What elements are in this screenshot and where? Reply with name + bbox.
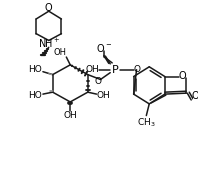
Text: CH$_3$: CH$_3$ [137,116,156,129]
Text: OH: OH [86,65,100,74]
Text: NH$^+$: NH$^+$ [37,37,60,50]
Text: O: O [94,77,101,86]
Text: O: O [133,65,140,74]
Text: P: P [112,65,118,75]
Text: O$^-$: O$^-$ [96,42,112,54]
Text: OH: OH [54,48,67,57]
Text: O: O [45,3,53,13]
Text: HO: HO [28,65,42,74]
Text: OH: OH [96,91,110,100]
Text: HO: HO [28,91,42,100]
Text: OH: OH [63,111,77,120]
Text: O: O [191,91,198,101]
Text: O: O [179,71,186,81]
